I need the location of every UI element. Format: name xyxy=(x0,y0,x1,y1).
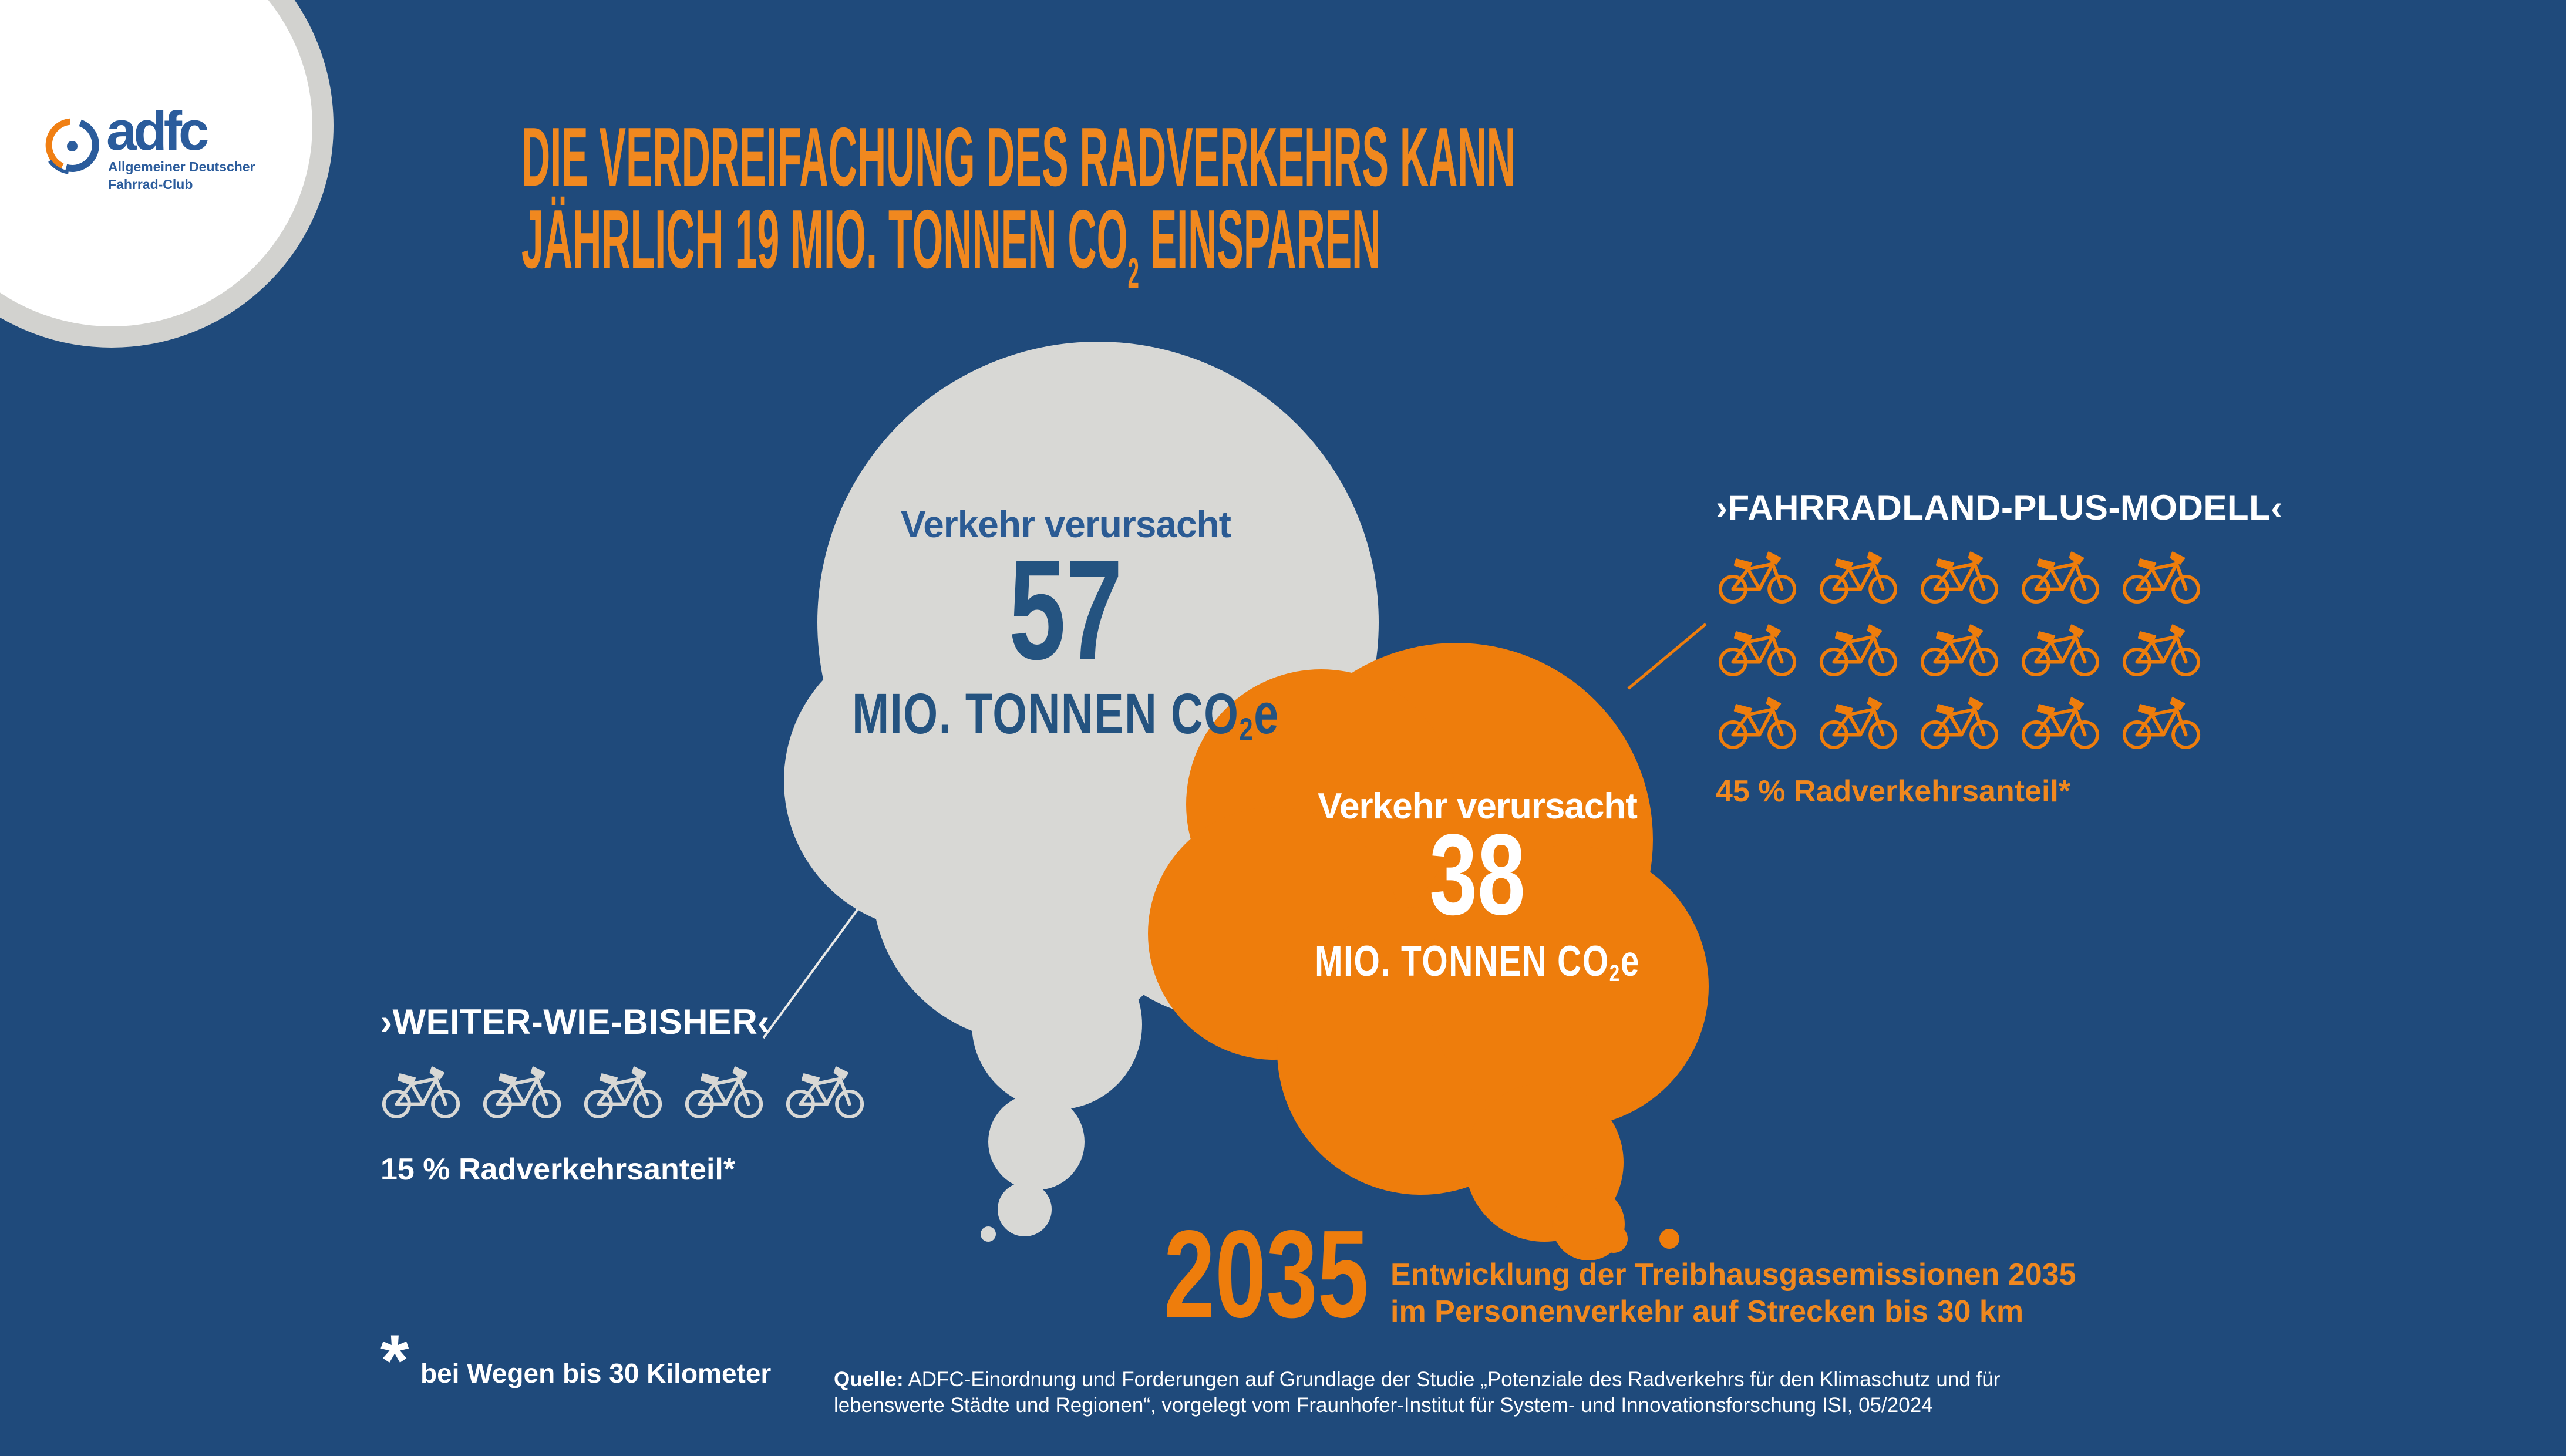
bicycle-icon xyxy=(379,1063,463,1120)
bicycle-icon xyxy=(1918,548,2001,605)
bicycle-icon xyxy=(2019,548,2102,605)
connector-line-left xyxy=(762,907,860,1039)
source-line-1: Quelle: ADFC-Einordnung und Forderungen … xyxy=(834,1368,2001,1391)
bicycle-icon xyxy=(1817,621,1900,678)
bike-pictogram-grid-right xyxy=(1716,548,2203,766)
bicycle-icon xyxy=(2120,693,2203,751)
bicycle-icon xyxy=(1716,693,1799,751)
page-title-line-1: DIE VERDREIFACHUNG DES RADVERKEHRS KANN xyxy=(521,110,1516,204)
bicycle-icon xyxy=(783,1063,867,1120)
scenario-left-title: ›WEITER-WIE-BISHER‹ xyxy=(380,1002,770,1042)
scenario-left-share: 15 % Radverkehrsanteil* xyxy=(380,1152,736,1187)
bicycle-icon xyxy=(2120,548,2203,605)
bicycle-icon xyxy=(2019,621,2102,678)
bicycle-icon xyxy=(480,1063,564,1120)
timeline-description: Entwicklung der Treibhausgasemissionen 2… xyxy=(1390,1256,2076,1330)
page-title-line-2: JÄHRLICH 19 MIO. TONNEN CO2 EINSPAREN xyxy=(521,193,1381,298)
orange-bubble-unit: MIO. TONNEN CO2e xyxy=(1315,938,1640,986)
bicycle-icon xyxy=(2120,621,2203,678)
timeline-description-line-2: im Personenverkehr auf Strecken bis 30 k… xyxy=(1390,1295,2024,1329)
bicycle-icon xyxy=(1817,548,1900,605)
footnote-asterisk: * xyxy=(380,1320,409,1401)
scenario-right-share: 45 % Radverkehrsanteil* xyxy=(1716,774,2071,808)
logo-badge-circle xyxy=(0,0,312,326)
adfc-logo-subline-1: Allgemeiner Deutscher xyxy=(108,159,255,174)
bicycle-icon xyxy=(1918,621,2001,678)
source-note: Quelle: ADFC-Einordnung und Forderungen … xyxy=(834,1367,2000,1418)
year-badge: 2035 xyxy=(1164,1204,1369,1343)
bicycle-icon xyxy=(1716,548,1799,605)
source-line-2: lebenswerte Städte und Regionen“, vorgel… xyxy=(834,1394,1933,1417)
adfc-logo-subline-2: Fahrrad-Club xyxy=(108,177,193,192)
bicycle-icon xyxy=(1918,693,2001,751)
adfc-logo-mark xyxy=(45,118,99,174)
bicycle-icon xyxy=(1716,621,1799,678)
gray-bubble-value: 57 xyxy=(1009,531,1123,689)
bicycle-icon xyxy=(2019,693,2102,751)
gray-bubble-unit: MIO. TONNEN CO2e xyxy=(852,682,1279,747)
logo-badge-ring xyxy=(0,0,334,348)
adfc-logo-wordmark: adfc xyxy=(106,100,209,161)
footnote-text: bei Wegen bis 30 Kilometer xyxy=(420,1358,772,1388)
scenario-right-title: ›FAHRRADLAND-PLUS-MODELL‹ xyxy=(1716,488,2283,527)
timeline-description-line-1: Entwicklung der Treibhausgasemissionen 2… xyxy=(1390,1258,2076,1292)
connector-line-right xyxy=(1627,623,1707,690)
orange-emissions-bubble xyxy=(1148,643,1709,1260)
bicycle-icon xyxy=(682,1063,766,1120)
orange-bubble-value: 38 xyxy=(1429,810,1526,939)
page-title: DIE VERDREIFACHUNG DES RADVERKEHRS KANN … xyxy=(521,116,2566,315)
gray-bubble-label: Verkehr verursacht xyxy=(901,503,1231,545)
orange-bubble-label: Verkehr verursacht xyxy=(1318,786,1638,827)
bicycle-icon xyxy=(1817,693,1900,751)
bike-pictogram-grid-left xyxy=(379,1063,867,1135)
bicycle-icon xyxy=(581,1063,665,1120)
